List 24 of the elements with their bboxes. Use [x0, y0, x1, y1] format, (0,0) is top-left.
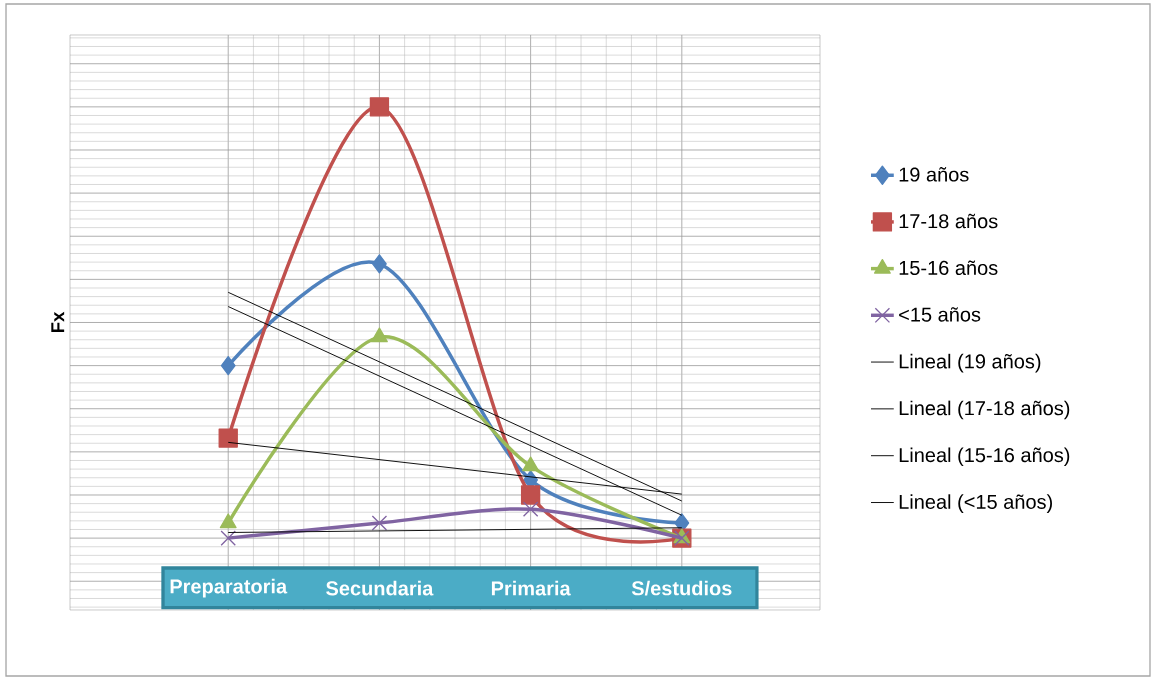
point [218, 428, 238, 448]
point [522, 501, 539, 517]
y-axis-title: Fx [51, 311, 65, 333]
point [522, 456, 540, 472]
legend-label: 17-18 años [899, 213, 998, 229]
legend-label: Lineal (17-18 años) [899, 400, 1070, 420]
x-tick-label: S/estudios [631, 580, 732, 596]
x-tick-label: Preparatoria [170, 578, 288, 598]
x-tick-label: Primaria [491, 580, 571, 596]
point [372, 254, 387, 274]
legend-label: <15 años [899, 307, 981, 322]
legend-label: 19 años [899, 167, 969, 182]
x-tick-label: Secundaria [326, 580, 434, 596]
point [369, 97, 390, 117]
point [219, 513, 237, 529]
legend-label: 15-16 años [899, 260, 998, 275]
point [520, 485, 541, 505]
legend-label: Lineal (<15 años) [899, 494, 1052, 513]
point [220, 355, 236, 376]
legend-label: Lineal (15-16 años) [899, 447, 1070, 467]
point [220, 530, 236, 546]
legend-label: Lineal (19 años) [899, 353, 1041, 373]
point [371, 515, 388, 531]
point [370, 327, 388, 343]
